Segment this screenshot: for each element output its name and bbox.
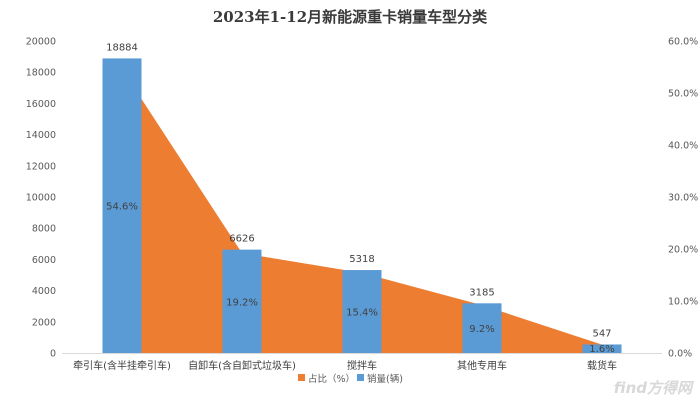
legend-swatch-0 [298,374,305,381]
y-right-tick-label: 60.0% [668,37,698,48]
y-left-tick-label: 14000 [26,130,56,141]
y-left-tick-label: 10000 [26,193,56,204]
y-right-tick-label: 40.0% [668,141,698,152]
bar-value-label-1: 6626 [229,234,254,245]
share-label-4: 1.6% [589,344,614,355]
bar-1 [222,249,262,353]
bar-value-label-2: 5318 [349,254,374,265]
x-tick-label-4: 载货车 [587,359,617,372]
y-right-tick-label: 0.0% [668,349,692,360]
bar-value-label-4: 547 [592,328,611,339]
y-left-tick-label: 2000 [32,317,56,328]
x-tick-label-3: 其他专用车 [457,359,507,372]
share-label-3: 9.2% [469,324,494,335]
y-left-tick-label: 0 [50,349,56,360]
y-left-tick-label: 18000 [26,68,56,79]
share-label-2: 15.4% [346,308,378,319]
y-right-tick-label: 30.0% [668,193,698,204]
y-left-tick-label: 4000 [32,286,56,297]
bar-0 [102,58,142,353]
x-tick-label-1: 自卸车(含自卸式垃圾车) [188,359,296,372]
share-label-1: 19.2% [226,297,258,308]
bar-3 [462,303,502,353]
legend-label-1: 销量(辆) [367,373,403,385]
y-left-tick-label: 16000 [26,99,56,110]
bar-value-label-0: 18884 [106,42,138,53]
chart-title: 2023年1-12月新能源重卡销量车型分类 [212,8,488,26]
bar-4 [582,344,622,353]
bar-value-label-3: 3185 [469,287,494,298]
y-left-tick-label: 12000 [26,161,56,172]
y-left-tick-label: 20000 [26,37,56,48]
y-left-tick-label: 6000 [32,255,56,266]
legend-swatch-1 [357,374,364,381]
y-right-tick-label: 20.0% [668,245,698,256]
bar-2 [342,270,382,353]
watermark-logo: find方得网 [613,379,692,397]
y-right-tick-label: 10.0% [668,297,698,308]
legend-label-0: 占比（%） [308,373,355,385]
x-tick-label-2: 搅拌车 [347,359,377,372]
share-label-0: 54.6% [106,202,138,213]
y-left-tick-label: 8000 [32,224,56,235]
x-tick-label-0: 牵引车(含半挂牵引车) [73,359,171,372]
y-right-tick-label: 50.0% [668,89,698,100]
